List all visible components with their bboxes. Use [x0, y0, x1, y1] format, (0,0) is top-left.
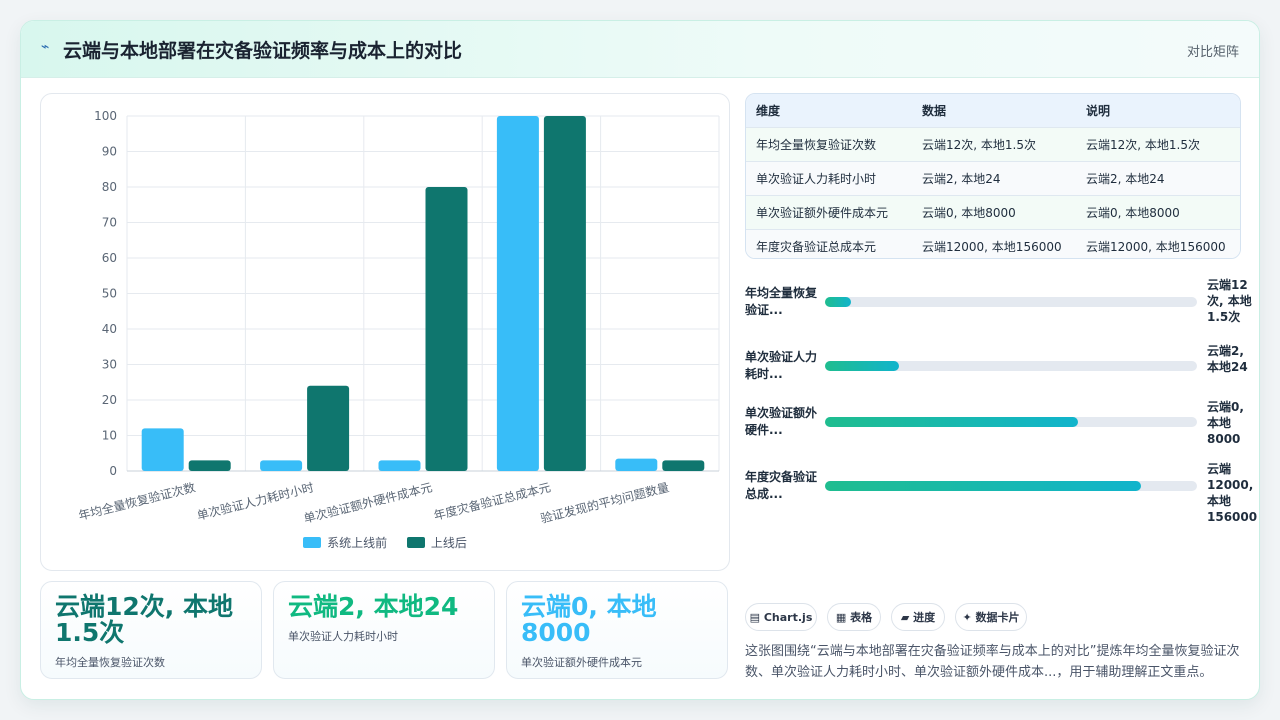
x-tick-label: 年均全量恢复验证次数 [77, 479, 197, 523]
bolt-icon: ⌁ [41, 39, 50, 55]
bar-chart: 0 10 20 30 40 50 60 70 80 90 100 年均全量恢复验证次数 单次验证人力耗时… [40, 93, 730, 571]
table-cell: 云端12000, 本地156000 [1086, 240, 1226, 254]
kpi-value: 云端2, 本地24 [288, 592, 459, 621]
progress-value: 云端12000, 本地156000 [1207, 462, 1258, 524]
header-bar: ⌁ 云端与本地部署在灾备验证频率与成本上的对比 对比矩阵 [21, 21, 1259, 78]
legend-label-after: 上线后 [430, 536, 467, 550]
header-tag: 对比矩阵 [1186, 45, 1239, 60]
y-tick-label: 40 [102, 322, 117, 336]
table-cell: 单次验证额外硬件成本元 [756, 206, 889, 220]
bar-after [188, 460, 231, 471]
table-cell: 云端12次, 本地1.5次 [922, 138, 1036, 152]
y-tick-label: 10 [102, 429, 117, 443]
bar-before [615, 458, 658, 471]
chip-data-card[interactable]: ✦ 数据卡片 [955, 603, 1027, 631]
sparkle-icon: ✦ [962, 610, 972, 624]
y-tick-label: 80 [102, 180, 117, 194]
table-row: 单次验证额外硬件成本元 云端0, 本地8000 云端0, 本地8000 [746, 195, 1240, 229]
progress-value: 云端12次, 本地1.5次 [1207, 278, 1252, 324]
table-row: 年度灾备验证总成本元 云端12000, 本地156000 云端12000, 本地… [746, 229, 1240, 258]
table-cell: 云端12次, 本地1.5次 [1086, 138, 1200, 152]
bar-after [662, 460, 705, 471]
table-cell: 云端12000, 本地156000 [922, 240, 1062, 254]
y-tick-label: 100 [94, 109, 117, 123]
kpi-desc: 单次验证人力耗时小时 [288, 630, 398, 643]
progress-label: 单次验证人力耗时... [745, 350, 818, 381]
y-tick-label: 0 [109, 464, 117, 478]
progress-fill [825, 417, 1078, 427]
kpi-value: 云端12次, 本地1.5次 [55, 592, 233, 647]
table-icon: ▦ [835, 610, 847, 624]
chip-label: 表格 [850, 611, 873, 624]
table-cell: 年均全量恢复验证次数 [756, 138, 877, 152]
table-cell: 云端2, 本地24 [922, 172, 1001, 186]
bar-before [378, 460, 421, 471]
table-cell: 单次验证人力耗时小时 [756, 172, 877, 186]
progress-track [825, 361, 1197, 371]
y-tick-label: 70 [102, 216, 117, 230]
chip-progress[interactable]: ▰ 进度 [891, 603, 945, 631]
table-cell: 云端0, 本地8000 [1086, 206, 1180, 220]
table-cell: 云端0, 本地8000 [922, 206, 1016, 220]
page-title: 云端与本地部署在灾备验证频率与成本上的对比 [63, 40, 463, 62]
kpi-card: 云端12次, 本地1.5次 年均全量恢复验证次数 [40, 581, 262, 679]
y-tick-label: 20 [102, 393, 117, 407]
chip-table[interactable]: ▦ 表格 [827, 603, 881, 631]
chip-label: 数据卡片 [975, 611, 1020, 624]
table-row: 单次验证人力耗时小时 云端2, 本地24 云端2, 本地24 [746, 161, 1240, 195]
y-tick-label: 30 [102, 358, 117, 372]
x-tick-label: 单次验证人力耗时小时 [195, 479, 315, 523]
chip-chartjs[interactable]: ▤ Chart.js [745, 603, 817, 631]
y-tick-label: 60 [102, 251, 117, 265]
progress-track [825, 481, 1197, 491]
legend-swatch-before [303, 537, 322, 548]
table-header-row: 维度 数据 说明 [746, 94, 1240, 127]
y-tick-label: 90 [102, 145, 117, 159]
table-header-cell: 维度 [756, 104, 781, 118]
kpi-desc: 单次验证额外硬件成本元 [521, 656, 642, 669]
chip-label: 进度 [913, 611, 936, 624]
chip-label: Chart.js [763, 610, 813, 624]
progress-fill [825, 361, 900, 371]
chart-legend: 系统上线前 上线后 [41, 534, 729, 551]
progress-value: 云端0, 本地8000 [1207, 400, 1244, 446]
bar-before [260, 460, 303, 471]
legend-label-before: 系统上线前 [327, 536, 388, 550]
progress-fill [825, 481, 1142, 491]
x-tick-label: 验证发现的平均问题数量 [539, 479, 671, 525]
legend-swatch-after [406, 537, 425, 548]
bar-after [543, 116, 586, 471]
y-tick-label: 50 [102, 287, 117, 301]
bar-after [307, 385, 350, 471]
bar-after [425, 187, 468, 471]
progress-label: 年度灾备验证总成... [745, 470, 818, 501]
table-row: 年均全量恢复验证次数 云端12次, 本地1.5次 云端12次, 本地1.5次 [746, 127, 1240, 161]
table-cell: 年度灾备验证总成本元 [756, 240, 877, 254]
kpi-card: 云端2, 本地24 单次验证人力耗时小时 [273, 581, 495, 679]
legend-item-before[interactable]: 系统上线前 [303, 534, 387, 551]
bar-before [141, 428, 184, 471]
chart-canvas: 0 10 20 30 40 50 60 70 80 90 100 年均全量恢复验证次数单次验证人力耗时… [77, 109, 720, 526]
kpi-value: 云端0, 本地8000 [521, 592, 657, 647]
data-table: 维度 数据 说明 年均全量恢复验证次数 云端12次, 本地1.5次 云端12次,… [745, 93, 1241, 259]
main-card: ⌁ 云端与本地部署在灾备验证频率与成本上的对比 对比矩阵 0 10 20 30 40 50… [20, 20, 1260, 700]
x-tick-label: 单次验证额外硬件成本元 [302, 479, 434, 525]
progress-label: 年均全量恢复验证... [745, 286, 818, 317]
table-header-cell: 数据 [922, 104, 947, 118]
chart-icon: ▤ [749, 610, 761, 624]
progress-icon: ▰ [900, 610, 910, 624]
progress-value: 云端2, 本地24 [1207, 344, 1248, 374]
progress-track [825, 297, 1197, 307]
kpi-card: 云端0, 本地8000 单次验证额外硬件成本元 [506, 581, 728, 679]
table-header-cell: 说明 [1086, 104, 1111, 118]
table-cell: 云端2, 本地24 [1086, 172, 1165, 186]
x-tick-label: 年度灾备验证总成本元 [432, 479, 552, 523]
progress-label: 单次验证额外硬件... [745, 406, 818, 437]
progress-track [825, 417, 1197, 427]
legend-item-after[interactable]: 上线后 [406, 534, 467, 551]
progress-fill [825, 297, 852, 307]
kpi-desc: 年均全量恢复验证次数 [55, 656, 165, 669]
bar-before [496, 116, 539, 471]
summary-text: 这张图围绕“云端与本地部署在灾备验证频率与成本上的对比”提炼年均全量恢复验证次数… [745, 644, 1240, 680]
